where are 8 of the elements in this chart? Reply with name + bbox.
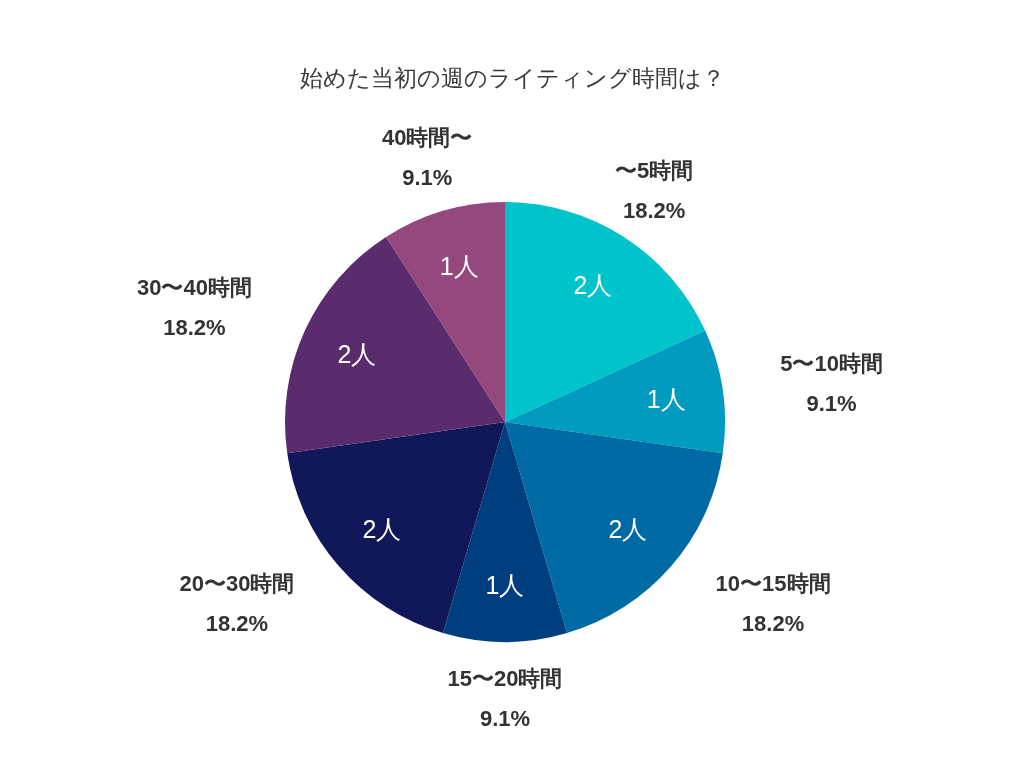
annotation: 18.2%: [163, 315, 226, 341]
annotation: 18.2%: [623, 197, 686, 223]
annotation: 9.1%: [402, 165, 453, 191]
annotation: 18.2%: [205, 610, 269, 636]
annotation: 18.2%: [741, 610, 805, 636]
title: 始めた当初の週のライティング時間は？: [299, 65, 725, 91]
annotation: 9.1%: [806, 390, 857, 416]
annotation: 9.1%: [479, 706, 531, 731]
